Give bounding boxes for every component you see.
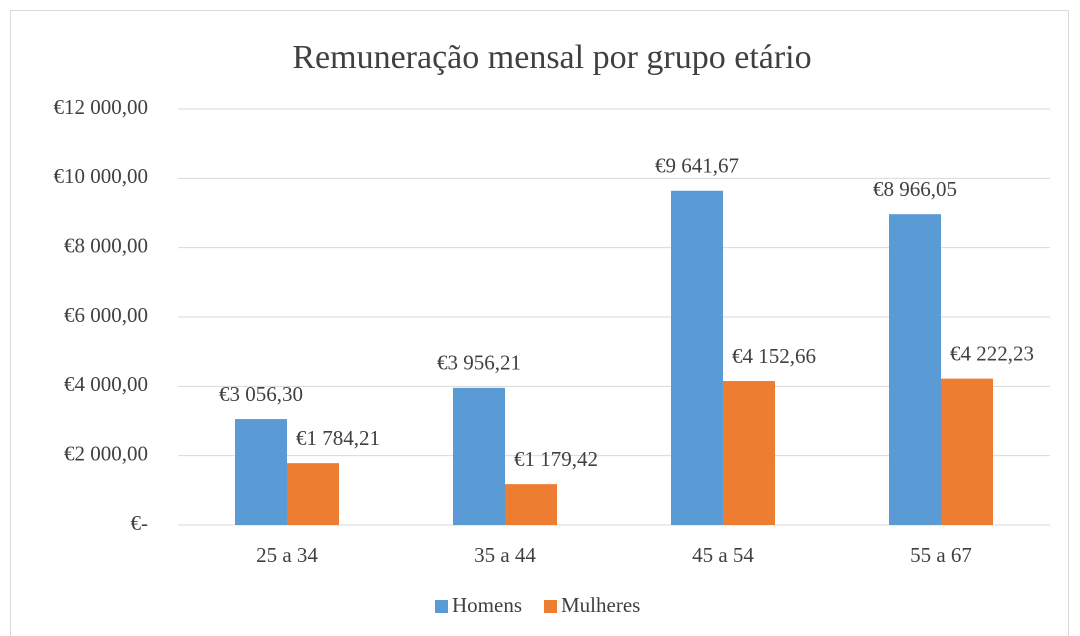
bar (287, 463, 339, 525)
bar (505, 484, 557, 525)
legend-swatch (435, 600, 448, 613)
data-label: €4 222,23 (950, 341, 1034, 365)
chart-title: Remuneração mensal por grupo etário (292, 39, 811, 76)
bar (235, 419, 287, 525)
x-tick-label: 35 a 44 (474, 543, 536, 567)
legend-label: Homens (452, 593, 522, 617)
data-label: €3 956,21 (437, 351, 521, 375)
x-tick-label: 25 a 34 (256, 543, 318, 567)
y-tick-label: €2 000,00 (64, 441, 148, 465)
x-tick-label: 45 a 54 (692, 543, 754, 567)
y-tick-label: €12 000,00 (54, 95, 149, 119)
data-label: €1 784,21 (296, 426, 380, 450)
y-tick-label: €8 000,00 (64, 233, 148, 257)
y-tick-label: €10 000,00 (54, 164, 149, 188)
legend-label: Mulheres (561, 593, 640, 617)
data-label: €9 641,67 (655, 154, 739, 178)
bar (671, 190, 723, 526)
y-tick-label: €- (131, 511, 149, 535)
data-label: €4 152,66 (732, 344, 816, 368)
bar (941, 378, 993, 525)
bar (723, 381, 775, 525)
x-tick-label: 55 a 67 (910, 543, 972, 567)
y-tick-label: €4 000,00 (64, 372, 148, 396)
y-tick-label: €6 000,00 (64, 303, 148, 327)
legend-swatch (544, 600, 557, 613)
data-label: €8 966,05 (873, 177, 957, 201)
data-label: €1 179,42 (514, 447, 598, 471)
bar (453, 387, 505, 525)
data-label: €3 056,30 (219, 382, 303, 406)
bar (889, 214, 941, 525)
